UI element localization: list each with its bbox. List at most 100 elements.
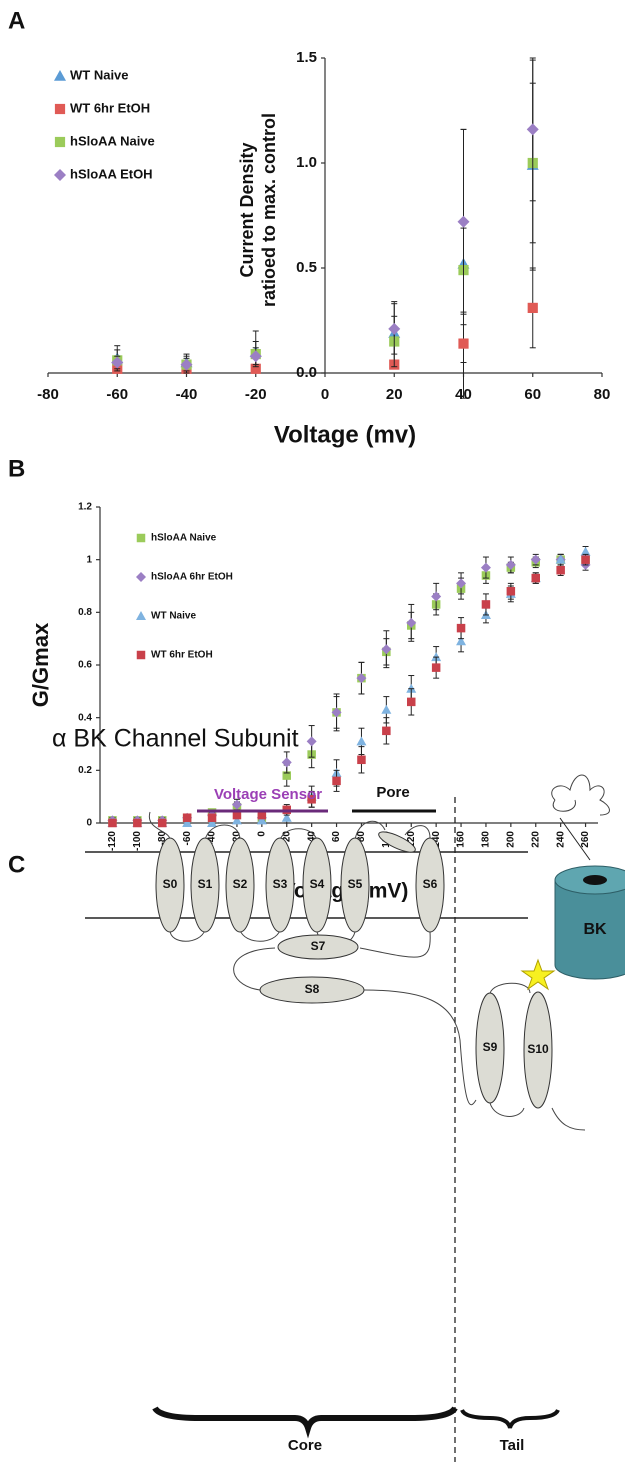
legend-label: hSloAA EtOH xyxy=(70,166,153,181)
panel-label: A xyxy=(8,7,25,34)
x-tick-label: 260 xyxy=(580,831,591,848)
legend-marker xyxy=(136,572,146,582)
x-tick-label: 60 xyxy=(524,386,541,403)
legend-marker xyxy=(54,169,66,181)
arrow xyxy=(559,817,591,861)
marker xyxy=(207,818,218,827)
charts: -80 -60 -40 -20 0 20 40 60 80 0.0 0.5 1.0 1.5 Current… xyxy=(28,49,611,903)
segment-label: S9 xyxy=(483,1040,498,1054)
y-tick-label: 0.5 xyxy=(296,259,317,276)
tail-brace xyxy=(460,1409,560,1429)
pore-label: Pore xyxy=(376,784,409,801)
marker xyxy=(111,356,124,369)
panel-label: B xyxy=(8,455,25,482)
marker xyxy=(480,562,491,573)
x-tick-label: 120 xyxy=(406,831,417,848)
pore-helix xyxy=(378,831,416,853)
x-tick-label: 80 xyxy=(594,386,611,403)
marker xyxy=(555,554,566,564)
marker xyxy=(331,707,342,718)
legend-marker xyxy=(136,650,146,660)
segment xyxy=(265,837,295,933)
marker xyxy=(257,810,267,820)
marker xyxy=(581,555,590,564)
x-tick-label: 20 xyxy=(281,831,292,843)
marker xyxy=(456,636,467,646)
marker xyxy=(108,818,117,828)
x-tick-label: 0 xyxy=(321,386,329,403)
segment-label: S6 xyxy=(423,877,438,891)
marker xyxy=(382,726,391,736)
x-tick-label: -40 xyxy=(207,831,218,846)
marker xyxy=(307,795,316,804)
segment-label: S5 xyxy=(348,877,363,891)
marker xyxy=(580,546,591,556)
segment-label: S10 xyxy=(527,1042,549,1056)
core-label: Core xyxy=(288,1437,322,1454)
bk-cylinder xyxy=(554,879,625,980)
legend-label: WT Naive xyxy=(151,611,196,622)
y-tick-label: 0.0 xyxy=(296,364,317,381)
segment-label: S7 xyxy=(311,939,326,953)
marker xyxy=(526,123,539,136)
marker xyxy=(530,554,541,565)
x-tick-label: 200 xyxy=(505,831,516,848)
segment xyxy=(302,837,332,933)
y-axis-title: ratioed to max. control xyxy=(259,113,279,307)
marker xyxy=(481,600,491,609)
legend-marker xyxy=(54,70,66,81)
marker xyxy=(306,736,317,747)
linker xyxy=(148,811,586,1131)
marker xyxy=(556,565,565,575)
diagram: α BK Channel Subunit Voltage Sensor Pore… xyxy=(52,725,625,1462)
x-tick-label: 60 xyxy=(331,831,342,843)
y-tick-label: 1.2 xyxy=(78,502,92,513)
segment xyxy=(523,991,553,1109)
y-tick-label: 0.2 xyxy=(78,765,92,776)
marker xyxy=(381,644,392,655)
marker xyxy=(182,818,193,827)
marker xyxy=(232,810,242,820)
x-tick-label: 40 xyxy=(306,831,317,843)
marker xyxy=(457,215,470,228)
x-tick-label: -40 xyxy=(176,386,198,403)
y-tick-label: 1 xyxy=(86,554,92,565)
x-tick-label: -120 xyxy=(107,831,118,851)
legend-label: WT 6hr EtOH xyxy=(151,650,213,661)
marker xyxy=(231,799,242,810)
segment-label: S0 xyxy=(163,877,178,891)
x-tick-label: -20 xyxy=(245,386,267,403)
panel-label: C xyxy=(8,851,25,878)
segment xyxy=(259,976,365,1004)
segment xyxy=(225,837,255,933)
legend-label: hSloAA Naive xyxy=(151,533,217,544)
marker xyxy=(281,812,292,822)
x-tick-label: 80 xyxy=(356,831,367,843)
marker xyxy=(406,617,417,628)
bk-label: BK xyxy=(583,921,607,938)
x-tick-label: 240 xyxy=(555,831,566,848)
marker xyxy=(527,302,538,313)
tetramer-coil xyxy=(551,774,610,816)
marker xyxy=(388,322,401,335)
marker xyxy=(531,573,540,583)
y-tick-label: 0 xyxy=(86,818,92,829)
marker xyxy=(158,818,167,828)
y-tick-label: 1.0 xyxy=(296,154,317,171)
legend-marker xyxy=(54,103,66,115)
marker xyxy=(250,363,261,374)
marker xyxy=(431,663,441,672)
x-tick-label: 20 xyxy=(386,386,403,403)
y-tick-label: 1.5 xyxy=(296,49,317,66)
legend-label: WT Naive xyxy=(70,67,129,82)
x-tick-label: 220 xyxy=(530,831,541,848)
marker xyxy=(381,704,392,714)
core-brace xyxy=(152,1406,458,1439)
y-tick-label: 0.6 xyxy=(78,660,92,671)
legend-marker xyxy=(136,611,146,620)
marker xyxy=(506,587,516,596)
x-tick-label: -100 xyxy=(132,831,143,851)
marker xyxy=(182,813,192,822)
bk-pore xyxy=(583,875,607,885)
